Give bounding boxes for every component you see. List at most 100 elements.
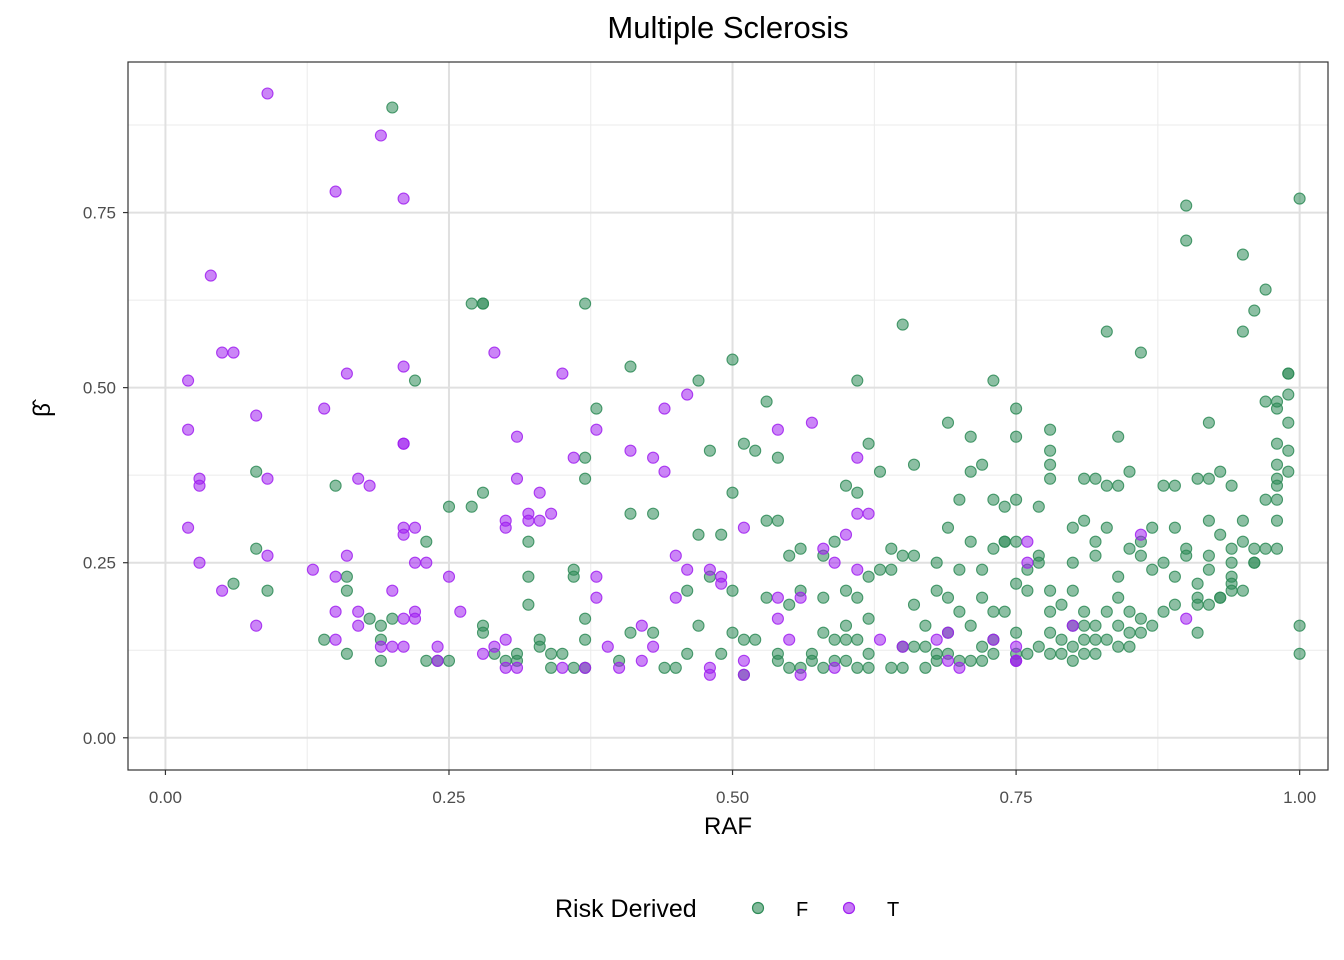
data-point-t [204,269,217,282]
data-point-f [771,654,784,667]
data-point-t [510,430,524,443]
data-point-f [1282,416,1295,429]
data-point-t [658,465,671,478]
data-point-f [851,633,864,646]
data-point-f [737,437,750,450]
data-point-t [579,661,592,674]
data-point-f [1010,577,1023,590]
data-point-t [567,451,580,464]
data-point-t [681,388,694,401]
data-point-f [1168,521,1181,534]
data-point-f [250,465,263,478]
data-point-t [227,346,240,359]
data-point-f [1089,619,1102,632]
data-point-t [635,619,648,632]
data-point-f [1134,549,1147,562]
data-point-f [1293,192,1306,205]
data-point-f [1293,647,1306,660]
data-point-t [556,367,569,380]
data-point-f [1236,535,1249,548]
data-point-f [1100,605,1113,618]
data-point-t [783,633,796,646]
data-point-f [1282,388,1295,401]
data-point-f [1066,654,1079,667]
data-point-f [1259,283,1272,296]
y-axis-ticks: 0.00 0.25 0.50 0.75 [83,204,128,748]
data-point-f [987,605,1000,618]
data-point-f [907,640,921,653]
data-point-t [386,640,399,653]
data-point-f [1078,633,1091,646]
data-point-t [442,570,456,583]
data-point-f [681,647,694,660]
data-point-t [397,360,410,373]
y-tick-label: 0.00 [83,729,116,748]
data-point-f [1214,465,1227,478]
data-point-f [1078,619,1091,632]
legend-label-f: F [796,899,808,921]
data-point-f [1236,248,1249,261]
data-point-f [420,535,433,548]
data-point-t [510,472,524,485]
data-point-f [749,444,762,457]
data-point-t [658,402,671,415]
data-point-t [488,346,501,359]
y-tick-label: 0.25 [83,554,116,573]
data-point-f [851,591,864,604]
data-point-t [261,472,274,485]
data-point-f [1157,479,1170,492]
data-point-f [1180,549,1193,562]
data-point-f [1100,479,1113,492]
data-point-f [1032,640,1045,653]
data-point-t [250,409,263,422]
data-point-f [340,570,353,583]
data-point-f [522,570,535,583]
data-point-f [250,542,263,555]
data-point-f [318,633,331,646]
data-point-f [805,654,818,667]
data-point-f [1066,521,1079,534]
data-point-f [1089,633,1102,646]
data-point-t [340,549,353,562]
data-point-f [715,647,728,660]
data-point-t [216,346,229,359]
data-point-f [873,465,887,478]
data-point-f [465,297,478,310]
data-point-t [261,87,274,100]
series-t [182,87,1193,681]
data-point-t [329,605,342,618]
data-point-f [817,661,830,674]
data-point-f [1225,479,1238,492]
data-point-f [1270,402,1284,415]
data-point-t [624,444,637,457]
data-point-f [941,416,955,429]
data-point-t [408,612,422,625]
data-point-f [329,479,342,492]
data-point-t [930,633,943,646]
data-point-f [1225,556,1238,569]
data-point-t [556,661,569,674]
data-point-f [1123,605,1136,618]
data-point-t [771,612,784,625]
data-point-f [1191,577,1204,590]
data-point-f [567,570,580,583]
data-point-f [919,640,932,653]
data-point-f [1214,591,1227,604]
data-point-f [1236,325,1249,338]
data-point-f [1112,619,1125,632]
data-point-f [1168,479,1181,492]
data-point-f [1202,514,1215,527]
data-point-f [1180,234,1193,247]
data-point-f [896,318,909,331]
data-point-f [408,374,422,387]
data-point-f [873,563,887,576]
data-point-f [828,535,841,548]
x-axis-ticks: 0.00 0.25 0.50 0.75 1.00 [149,770,1316,807]
data-point-f [839,633,853,646]
data-point-f [851,374,864,387]
data-point-t [987,633,1000,646]
data-point-f [1100,325,1113,338]
data-point-f [1066,556,1079,569]
x-tick-label: 0.25 [432,788,465,807]
data-point-f [1055,633,1068,646]
